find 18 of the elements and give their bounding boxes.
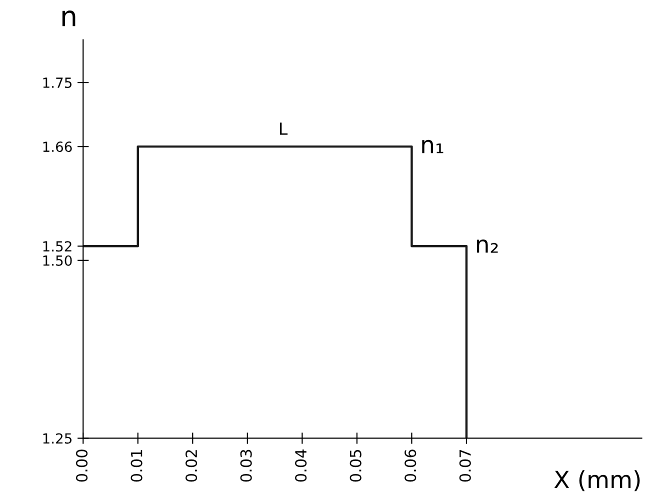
x-axis-title: X (mm) <box>554 470 640 492</box>
x-tick-label: 0.00 <box>76 450 88 482</box>
annotation: n₂ <box>476 239 498 253</box>
y-tick-label: 1.50 <box>43 255 72 266</box>
x-tick-label: 0.03 <box>240 450 252 482</box>
x-tick-label: 0.07 <box>459 450 471 482</box>
x-tick-label: 0.02 <box>186 450 198 482</box>
annotation: L <box>280 122 288 135</box>
y-axis-title: n <box>62 10 76 26</box>
y-tick-label: 1.25 <box>43 433 72 444</box>
y-tick-label: 1.52 <box>43 241 72 252</box>
x-tick-label: 0.06 <box>404 450 416 482</box>
x-tick-label: 0.05 <box>350 450 362 482</box>
x-tick-label: 0.01 <box>130 450 142 482</box>
y-tick-label: 1.75 <box>43 78 72 88</box>
y-tick-label: 1.66 <box>43 142 72 152</box>
annotation: n₁ <box>422 140 444 154</box>
x-tick-label: 0.04 <box>295 450 307 482</box>
